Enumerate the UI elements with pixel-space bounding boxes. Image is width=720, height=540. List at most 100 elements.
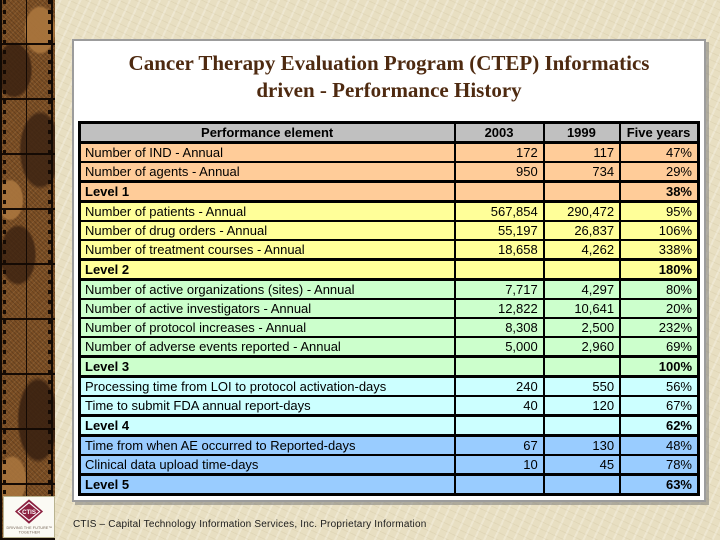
value-five-years: 48% bbox=[619, 434, 700, 456]
value-1999: 2,500 bbox=[542, 317, 622, 338]
value-five-years: 232% bbox=[619, 317, 700, 338]
value-five-years: 62% bbox=[619, 414, 700, 437]
value-five-years: 63% bbox=[619, 473, 700, 496]
value-1999: 4,297 bbox=[542, 278, 622, 300]
header-1999: 1999 bbox=[542, 121, 622, 144]
value-five-years: 95% bbox=[619, 200, 700, 222]
value-five-years: 29% bbox=[619, 161, 700, 183]
ctis-logo: CTIS DRIVING THE FUTURE™ TOGETHER bbox=[3, 496, 55, 538]
value-2003: 12,822 bbox=[454, 298, 545, 319]
slide-title: Cancer Therapy Evaluation Program (CTEP)… bbox=[74, 50, 704, 104]
value-1999: 2,960 bbox=[542, 336, 622, 358]
row-label: Number of adverse events reported - Annu… bbox=[78, 336, 457, 358]
table-row: Number of agents - Annual 950 734 29% bbox=[78, 161, 700, 183]
sidebar-stitch-right bbox=[48, 0, 51, 540]
row-label: Level 2 bbox=[78, 258, 457, 281]
value-five-years: 100% bbox=[619, 355, 700, 378]
row-label: Time to submit FDA annual report-days bbox=[78, 395, 457, 417]
table-row: Number of adverse events reported - Annu… bbox=[78, 336, 700, 358]
ctis-diamond-icon: CTIS bbox=[14, 499, 44, 524]
value-2003 bbox=[454, 355, 545, 378]
value-five-years: 67% bbox=[619, 395, 700, 417]
value-five-years: 180% bbox=[619, 258, 700, 281]
footer-proprietary-notice: CTIS – Capital Technology Information Se… bbox=[73, 519, 427, 530]
row-label: Number of agents - Annual bbox=[78, 161, 457, 183]
value-five-years: 80% bbox=[619, 278, 700, 300]
row-label: Level 1 bbox=[78, 180, 457, 203]
table-row: Time to submit FDA annual report-days 40… bbox=[78, 395, 700, 417]
table-row: Processing time from LOI to protocol act… bbox=[78, 375, 700, 397]
level-row: Level 4 62% bbox=[78, 414, 700, 437]
value-1999 bbox=[542, 414, 622, 437]
value-five-years: 47% bbox=[619, 141, 700, 163]
table-row: Number of protocol increases - Annual 8,… bbox=[78, 317, 700, 338]
value-1999: 117 bbox=[542, 141, 622, 163]
value-2003: 18,658 bbox=[454, 239, 545, 261]
value-2003 bbox=[454, 414, 545, 437]
value-five-years: 20% bbox=[619, 298, 700, 319]
value-2003: 40 bbox=[454, 395, 545, 417]
table-row: Clinical data upload time-days 10 45 78% bbox=[78, 454, 700, 476]
performance-history-table: Performance element 2003 1999 Five years… bbox=[78, 121, 700, 496]
value-five-years: 38% bbox=[619, 180, 700, 203]
sidebar-stitch-left bbox=[3, 0, 6, 540]
value-1999 bbox=[542, 355, 622, 378]
row-label: Level 3 bbox=[78, 355, 457, 378]
value-1999: 26,837 bbox=[542, 220, 622, 241]
value-1999: 130 bbox=[542, 434, 622, 456]
row-label: Number of patients - Annual bbox=[78, 200, 457, 222]
value-1999: 734 bbox=[542, 161, 622, 183]
value-five-years: 78% bbox=[619, 454, 700, 476]
ctis-logo-caption-line2: TOGETHER bbox=[18, 530, 40, 535]
row-label: Number of treatment courses - Annual bbox=[78, 239, 457, 261]
row-label: Number of IND - Annual bbox=[78, 141, 457, 163]
value-1999: 45 bbox=[542, 454, 622, 476]
value-2003: 55,197 bbox=[454, 220, 545, 241]
table-row: Time from when AE occurred to Reported-d… bbox=[78, 434, 700, 456]
value-1999: 10,641 bbox=[542, 298, 622, 319]
ctis-logo-text: CTIS bbox=[22, 509, 36, 516]
row-label: Processing time from LOI to protocol act… bbox=[78, 375, 457, 397]
value-2003: 567,854 bbox=[454, 200, 545, 222]
ctis-logo-caption-line1: DRIVING THE FUTURE™ bbox=[6, 525, 52, 531]
table-row: Number of drug orders - Annual 55,197 26… bbox=[78, 220, 700, 241]
value-1999: 120 bbox=[542, 395, 622, 417]
slide-content-panel: Cancer Therapy Evaluation Program (CTEP)… bbox=[72, 39, 706, 502]
header-five-years: Five years bbox=[619, 121, 700, 144]
value-2003 bbox=[454, 473, 545, 496]
left-texture-sidebar bbox=[0, 0, 55, 540]
value-1999 bbox=[542, 180, 622, 203]
value-five-years: 106% bbox=[619, 220, 700, 241]
row-label: Number of active organizations (sites) -… bbox=[78, 278, 457, 300]
row-label: Level 4 bbox=[78, 414, 457, 437]
table-header-row: Performance element 2003 1999 Five years bbox=[78, 121, 700, 144]
value-1999: 290,472 bbox=[542, 200, 622, 222]
value-2003: 67 bbox=[454, 434, 545, 456]
ctis-logo-caption: DRIVING THE FUTURE™ TOGETHER bbox=[6, 526, 52, 535]
row-label: Number of active investigators - Annual bbox=[78, 298, 457, 319]
value-2003 bbox=[454, 258, 545, 281]
row-label: Time from when AE occurred to Reported-d… bbox=[78, 434, 457, 456]
value-2003 bbox=[454, 180, 545, 203]
value-five-years: 56% bbox=[619, 375, 700, 397]
row-label: Clinical data upload time-days bbox=[78, 454, 457, 476]
value-2003: 8,308 bbox=[454, 317, 545, 338]
row-label: Number of protocol increases - Annual bbox=[78, 317, 457, 338]
slide-title-line2: driven - Performance History bbox=[256, 78, 522, 102]
table-row: Number of treatment courses - Annual 18,… bbox=[78, 239, 700, 261]
slide-title-line1: Cancer Therapy Evaluation Program (CTEP)… bbox=[128, 51, 650, 75]
value-2003: 10 bbox=[454, 454, 545, 476]
level-row: Level 3 100% bbox=[78, 355, 700, 378]
header-2003: 2003 bbox=[454, 121, 545, 144]
value-five-years: 338% bbox=[619, 239, 700, 261]
table-row: Number of patients - Annual 567,854 290,… bbox=[78, 200, 700, 222]
value-2003: 172 bbox=[454, 141, 545, 163]
row-label: Level 5 bbox=[78, 473, 457, 496]
value-2003: 950 bbox=[454, 161, 545, 183]
level-row: Level 1 38% bbox=[78, 180, 700, 203]
row-label: Number of drug orders - Annual bbox=[78, 220, 457, 241]
value-five-years: 69% bbox=[619, 336, 700, 358]
value-1999 bbox=[542, 258, 622, 281]
value-2003: 5,000 bbox=[454, 336, 545, 358]
level-row: Level 2 180% bbox=[78, 258, 700, 281]
